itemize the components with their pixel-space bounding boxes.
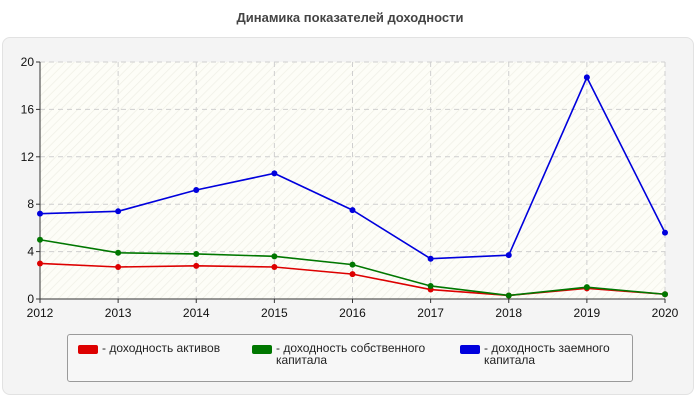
legend-swatch-assets (78, 345, 98, 354)
x-tick-label-3: 2015 (261, 306, 288, 320)
x-tick-label-6: 2018 (495, 306, 522, 320)
y-tick-label-3: 12 (21, 150, 35, 164)
legend-swatch-equity (252, 345, 272, 354)
x-tick-label-0: 2012 (27, 306, 54, 320)
series-2-point-1 (115, 208, 122, 215)
series-1-point-0 (37, 236, 43, 243)
series-1-point-4 (349, 261, 356, 268)
series-2-point-5 (427, 255, 434, 262)
x-tick-label-7: 2019 (574, 306, 601, 320)
series-2-point-3 (271, 170, 278, 177)
y-tick-label-2: 8 (27, 197, 34, 211)
series-1-point-3 (271, 253, 278, 260)
x-tick-label-2: 2014 (183, 306, 210, 320)
series-2-point-2 (193, 186, 200, 193)
legend-item-equity: - доходность собственного капитала (252, 342, 446, 366)
legend: - доходность активов - доходность собств… (67, 334, 633, 382)
chart-title: Динамика показателей доходности (236, 10, 464, 25)
series-1-point-6 (505, 292, 512, 299)
legend-item-assets: - доходность активов (78, 342, 252, 354)
series-1-point-1 (115, 249, 122, 256)
legend-label-equity: - доходность собственного капитала (276, 341, 426, 367)
x-tick-label-1: 2013 (105, 306, 132, 320)
series-1-point-8 (662, 291, 668, 298)
legend-label-assets: - доходность активов (102, 341, 221, 355)
series-0-point-3 (271, 264, 278, 271)
series-1-point-2 (193, 250, 200, 257)
x-tick-label-8: 2020 (652, 306, 679, 320)
legend-item-debt: - доходность заемного капитала (460, 342, 634, 366)
x-tick-label-5: 2017 (417, 306, 444, 320)
y-tick-label-4: 16 (21, 102, 35, 116)
legend-swatch-debt (460, 345, 480, 354)
series-1-point-7 (583, 284, 590, 291)
series-2-point-8 (662, 229, 668, 236)
x-tick-label-4: 2016 (339, 306, 366, 320)
series-1-point-5 (427, 282, 434, 289)
series-2-point-7 (583, 74, 590, 81)
y-tick-label-1: 4 (27, 245, 34, 259)
series-2-point-0 (37, 210, 43, 217)
y-tick-label-0: 0 (27, 292, 34, 306)
series-0-point-4 (349, 271, 356, 278)
series-2-point-4 (349, 207, 356, 214)
series-2-point-6 (505, 252, 512, 259)
y-tick-label-5: 20 (21, 55, 35, 69)
series-0-point-1 (115, 264, 122, 271)
series-0-point-2 (193, 262, 200, 269)
legend-label-debt: - доходность заемного капитала (484, 341, 610, 367)
series-0-point-0 (37, 260, 43, 267)
